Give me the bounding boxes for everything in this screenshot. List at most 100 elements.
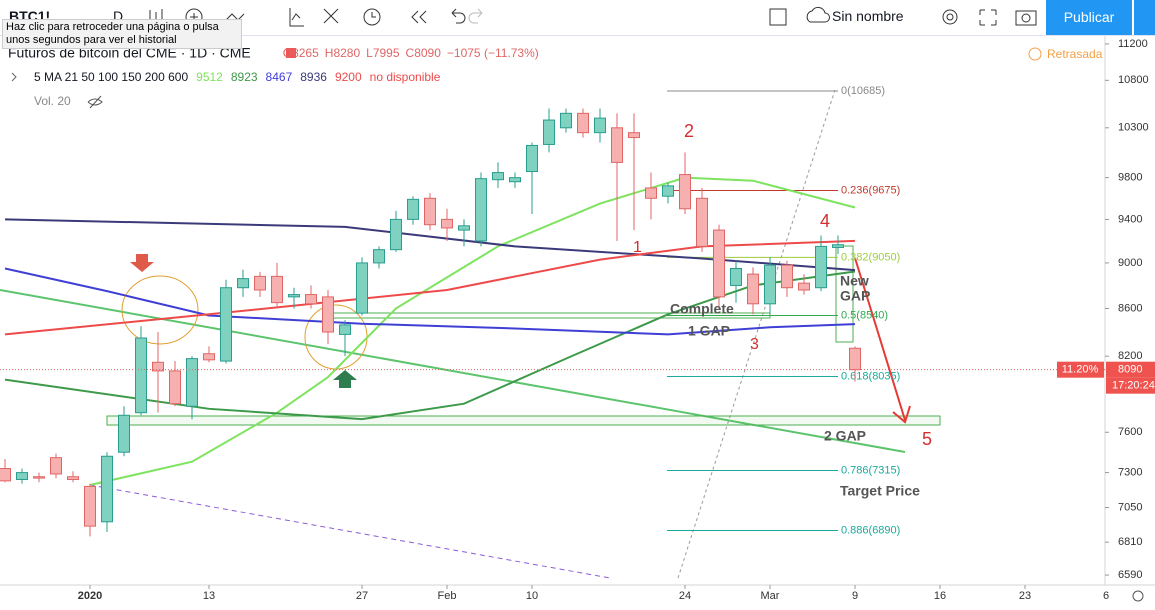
annotation: 1 GAP [688,323,730,339]
candle-body [356,262,368,314]
toolbar: BTC1! D Sin nombre Publicar [0,0,1155,36]
candle-body [0,467,11,482]
x-tick-label: 2020 [78,590,102,602]
ohlc-value: C8090 [406,46,442,60]
settings-icon[interactable] [942,9,958,25]
compare-icon[interactable] [289,8,304,27]
corner-label: 6 [1103,590,1109,602]
ohlc-value: −1075 (−11.73%) [447,46,539,60]
ma-line [89,176,856,486]
interval[interactable]: D [113,8,124,24]
candle-body [16,472,28,480]
y-tick-label: 6810 [1118,536,1142,548]
alerts-grid-icon[interactable] [323,8,339,24]
fib-label: 0(10685) [841,85,885,97]
annotation: Target Price [840,483,920,499]
y-tick-label: 7600 [1118,426,1142,438]
redo-icon[interactable] [468,8,483,24]
fib-label: 0.618(8035) [841,370,900,382]
unavailable-label: no disponible [370,70,441,84]
fullscreen-icon[interactable] [979,9,997,26]
candle-body [747,273,759,305]
target-arrow [854,257,911,424]
replay-icon[interactable] [411,10,427,24]
gap-box [106,415,941,426]
header: Futuros de bitcoin del CME · 1D · CME 5 … [8,45,1103,109]
y-tick-label: 10300 [1118,122,1149,134]
x-tick-label: Feb [438,590,457,602]
annotation: 5 [922,429,932,449]
candle-body [118,414,130,453]
annotation: 4 [820,211,830,231]
candle-body [730,268,742,286]
annotation: 2 [684,121,694,141]
ma-value: 8923 [231,70,258,84]
ma-value: 8467 [266,70,293,84]
undo-icon[interactable] [451,8,466,24]
candle-body [50,457,62,475]
fib-label: 0.236(9675) [841,184,900,196]
candle-body [407,198,419,220]
candle-body [713,229,725,298]
candle-body [152,361,164,372]
candle-body [288,294,300,298]
candle-body [390,218,402,251]
countdown-label: 17:20:24 [1112,380,1155,392]
candle-body [220,287,232,362]
y-tick-label: 7050 [1118,501,1142,513]
candle-body [67,476,79,480]
y-tick-label: 9400 [1118,213,1142,225]
axes: 11200 10800 10300 9800 9400 9000 8600 8200 7600 7… [0,38,1155,602]
x-tick-label: 27 [356,590,368,602]
x-tick-label: 23 [1019,590,1031,602]
candle-body [441,218,453,229]
side-toggle[interactable] [1134,0,1155,35]
toolbar-icons [149,6,830,27]
change-label: 11.20% [1062,364,1099,376]
fib-trend-line [677,89,836,579]
candle-body [203,353,215,361]
ma-line [4,239,856,336]
y-tick-label: 7300 [1118,467,1142,479]
candle-body [339,324,351,335]
cloud-icon[interactable] [806,6,830,23]
y-tick-label: 10800 [1118,74,1149,86]
ohlc-value: L7995 [366,46,400,60]
candle-body [237,278,249,289]
candle-body [424,197,436,226]
publish-button[interactable]: Publicar [1046,0,1132,35]
candle-body [645,187,657,199]
candle-body [526,144,538,173]
layout-name[interactable]: Sin nombre [832,8,904,24]
ma-lines [4,176,856,486]
layout-checkbox[interactable] [769,8,787,26]
indicators-icon[interactable] [225,13,245,21]
delayed-icon [1028,47,1042,61]
ma-value: 8936 [300,70,327,84]
fib-label: 0.382(9050) [841,251,900,263]
candle-body [679,174,691,210]
annotation: GAP [840,288,870,304]
y-tick-label: 9800 [1118,172,1142,184]
countdown-badge [1106,377,1155,394]
highlight-ellipse [121,275,199,345]
candle-body [611,127,623,163]
snapshot-icon[interactable] [1015,10,1037,26]
delayed-label: Retrasada [1047,47,1103,61]
candle-body [662,185,674,197]
candle-body [475,178,487,242]
x-tick-label: 13 [203,590,215,602]
candle-body [33,476,45,479]
alert-icon[interactable] [363,8,381,26]
ma-line [4,267,856,336]
x-tick-label: 10 [526,590,538,602]
ohlc-value: H8280 [325,46,361,60]
candle-body [594,117,606,134]
candle-body [305,294,317,305]
candle-body [509,177,521,183]
candle-body [781,264,793,289]
axis-settings-icon [1132,590,1144,602]
price-axis [1105,35,1155,585]
